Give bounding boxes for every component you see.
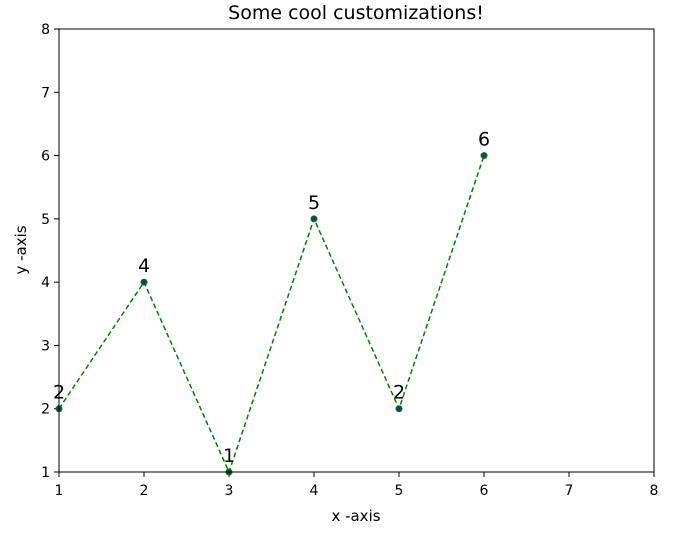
x-tick-label: 8 <box>650 483 659 499</box>
x-tick-label: 6 <box>480 483 489 499</box>
plot-frame <box>58 28 655 473</box>
x-tick-label: 7 <box>565 483 574 499</box>
data-label: 1 <box>223 445 235 467</box>
data-label: 2 <box>393 382 405 404</box>
x-tick-label: 4 <box>310 483 319 499</box>
y-tick-label: 2 <box>41 402 50 418</box>
y-axis-label: y -axis <box>12 225 30 274</box>
data-label: 6 <box>478 129 490 151</box>
data-label: 4 <box>138 255 150 277</box>
y-tick-label: 4 <box>41 275 50 291</box>
data-point <box>140 278 148 286</box>
y-tick-label: 6 <box>41 149 50 165</box>
data-label: 5 <box>308 192 320 214</box>
x-tick-label: 1 <box>55 483 64 499</box>
data-point <box>310 215 318 223</box>
chart-title: Some cool customizations! <box>228 2 484 24</box>
y-tick-label: 3 <box>41 338 50 354</box>
y-tick-label: 1 <box>41 465 50 481</box>
x-tick-label: 2 <box>140 483 149 499</box>
data-point <box>480 152 488 160</box>
y-tick-label: 8 <box>41 22 50 38</box>
series-line <box>58 155 485 475</box>
data-point <box>395 405 403 413</box>
x-tick-label: 3 <box>225 483 234 499</box>
y-tick-label: 7 <box>41 85 50 101</box>
y-tick-label: 5 <box>41 212 50 228</box>
x-tick-label: 5 <box>395 483 404 499</box>
x-axis-label: x -axis <box>331 507 380 525</box>
